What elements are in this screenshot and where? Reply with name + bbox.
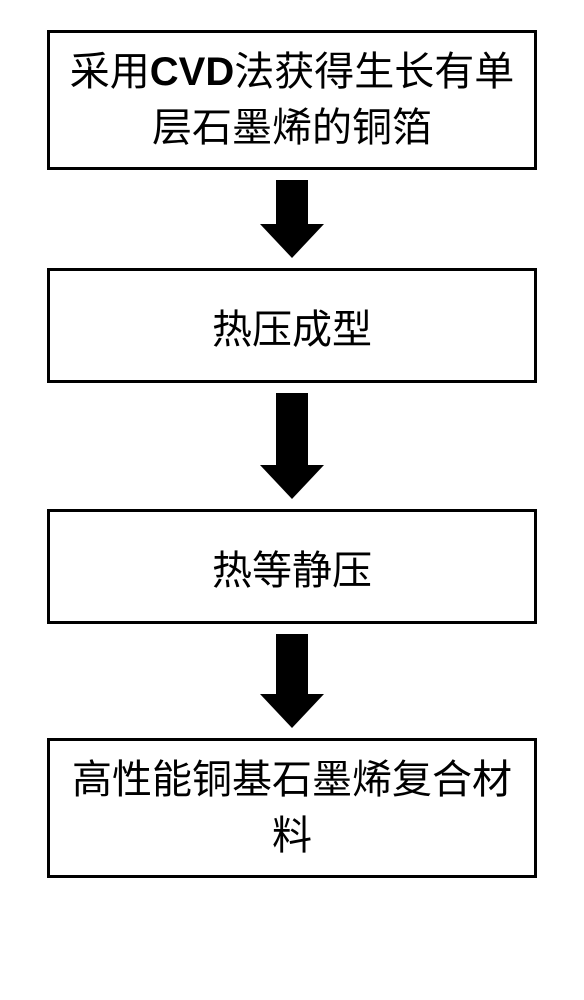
step-3-text: 热等静压 (212, 538, 372, 596)
arrow-head (260, 224, 324, 258)
arrow-shaft (276, 180, 308, 224)
flowchart-step-1: 采用CVD法获得生长有单层石墨烯的铜箔 (47, 30, 537, 170)
flowchart-step-4: 高性能铜基石墨烯复合材料 (47, 738, 537, 878)
step-4-text: 高性能铜基石墨烯复合材料 (66, 752, 518, 864)
arrow-shaft (276, 393, 308, 465)
arrow-head (260, 465, 324, 499)
arrow-3 (260, 634, 324, 728)
arrow-shaft (276, 634, 308, 694)
step-1-prefix: 采用 (70, 49, 150, 94)
step-2-text: 热压成型 (212, 297, 372, 355)
arrow-1 (260, 180, 324, 258)
flowchart-step-3: 热等静压 (47, 509, 537, 624)
flowchart-step-2: 热压成型 (47, 268, 537, 383)
step-1-text: 采用CVD法获得生长有单层石墨烯的铜箔 (66, 44, 518, 156)
arrow-2 (260, 393, 324, 499)
step-1-bold: CVD (150, 50, 234, 94)
arrow-head (260, 694, 324, 728)
